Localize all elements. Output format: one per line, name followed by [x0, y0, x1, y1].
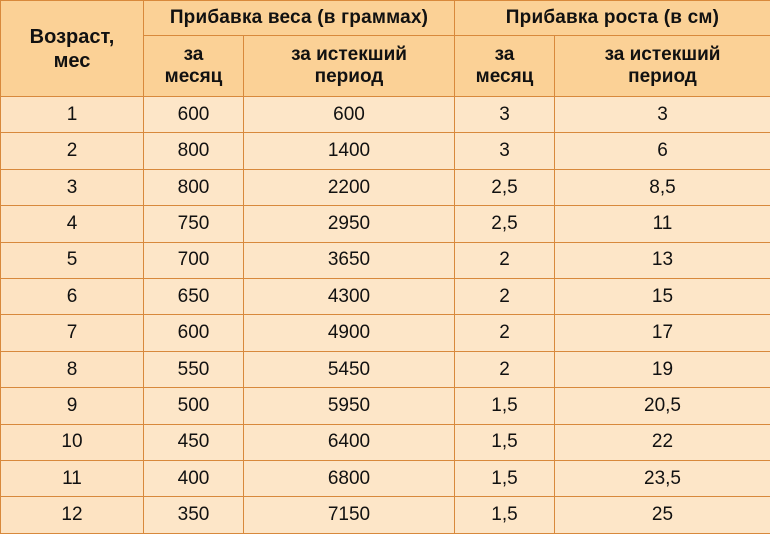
height-total-cell: 11	[554, 205, 770, 243]
weight-total-cell: 5450	[243, 350, 455, 389]
height-total-cell: 20,5	[554, 387, 770, 425]
height-month-cell: 2,5	[454, 205, 555, 243]
height-total-cell: 15	[554, 278, 770, 316]
height-total-cell: 3	[554, 95, 770, 134]
age-cell: 6	[0, 278, 144, 316]
weight-total-cell: 2200	[243, 168, 455, 207]
weight-total-header-line-2: период	[314, 66, 384, 87]
weight-month-cell: 600	[143, 95, 244, 134]
weight-month-cell: 500	[143, 387, 244, 425]
age-header-line-1: Возраст,	[29, 25, 115, 48]
height-total-cell: 22	[554, 423, 770, 462]
age-cell: 1	[0, 95, 144, 134]
table-row: 5 700 3650 2 13	[0, 241, 770, 280]
table-row: 6 650 4300 2 15	[0, 278, 770, 316]
weight-month-cell: 550	[143, 350, 244, 389]
age-header-line-2: мес	[53, 49, 91, 72]
table-row: 10 450 6400 1,5 22	[0, 423, 770, 462]
height-month-cell: 2	[454, 314, 555, 352]
height-total-header-line-2: период	[628, 66, 697, 87]
table-row: 9 500 5950 1,5 20,5	[0, 387, 770, 425]
weight-total-cell: 5950	[243, 387, 455, 425]
age-cell: 2	[0, 132, 144, 170]
table-row: 3 800 2200 2,5 8,5	[0, 168, 770, 207]
weight-month-cell: 800	[143, 168, 244, 207]
height-month-cell: 1,5	[454, 387, 555, 425]
height-month-header-line-1: за	[494, 44, 515, 65]
table-row: 1 600 600 3 3	[0, 95, 770, 134]
age-cell: 10	[0, 423, 144, 462]
weight-month-cell: 350	[143, 496, 244, 534]
weight-month-header: за месяц	[143, 35, 244, 97]
height-month-cell: 3	[454, 132, 555, 170]
weight-total-cell: 4900	[243, 314, 455, 352]
weight-total-cell: 6400	[243, 423, 455, 462]
table-row: 12 350 7150 1,5 25	[0, 496, 770, 534]
weight-total-cell: 600	[243, 95, 455, 134]
age-cell: 3	[0, 168, 144, 207]
weight-total-cell: 6800	[243, 460, 455, 498]
header-row-groups: Возраст, мес Прибавка веса (в граммах) П…	[0, 0, 770, 97]
weight-month-header-line-2: месяц	[164, 66, 223, 87]
table-body: 1 600 600 3 3 2 800 1400 3 6 3 800 2200 …	[0, 95, 770, 534]
height-month-cell: 3	[454, 95, 555, 134]
weight-month-cell: 700	[143, 241, 244, 280]
age-cell: 7	[0, 314, 144, 352]
weight-total-header: за истекший период	[243, 35, 455, 97]
age-cell: 5	[0, 241, 144, 280]
age-cell: 4	[0, 205, 144, 243]
weight-month-cell: 600	[143, 314, 244, 352]
weight-total-cell: 7150	[243, 496, 455, 534]
weight-month-cell: 450	[143, 423, 244, 462]
table-row: 7 600 4900 2 17	[0, 314, 770, 352]
age-cell: 8	[0, 350, 144, 389]
weight-month-cell: 650	[143, 278, 244, 316]
weight-group-header: Прибавка веса (в граммах)	[143, 0, 455, 36]
weight-total-header-line-1: за истекший	[291, 44, 407, 65]
height-total-cell: 6	[554, 132, 770, 170]
height-month-cell: 2	[454, 241, 555, 280]
table-row: 2 800 1400 3 6	[0, 132, 770, 170]
weight-total-cell: 3650	[243, 241, 455, 280]
weight-total-cell: 4300	[243, 278, 455, 316]
age-column-header: Возраст, мес	[0, 0, 144, 97]
weight-month-cell: 750	[143, 205, 244, 243]
height-total-cell: 25	[554, 496, 770, 534]
height-month-header-line-2: месяц	[475, 66, 534, 87]
table-row: 11 400 6800 1,5 23,5	[0, 460, 770, 498]
weight-month-cell: 400	[143, 460, 244, 498]
height-total-cell: 17	[554, 314, 770, 352]
height-month-header: за месяц	[454, 35, 555, 97]
height-total-cell: 13	[554, 241, 770, 280]
height-total-cell: 19	[554, 350, 770, 389]
table-row: 8 550 5450 2 19	[0, 350, 770, 389]
height-total-cell: 23,5	[554, 460, 770, 498]
weight-total-cell: 2950	[243, 205, 455, 243]
header-row-subcolumns: за месяц за истекший период за месяц за …	[1, 35, 770, 97]
table-header: Возраст, мес Прибавка веса (в граммах) П…	[0, 0, 770, 97]
height-total-cell: 8,5	[554, 168, 770, 207]
height-month-cell: 2	[454, 350, 555, 389]
height-total-header-line-1: за истекший	[604, 44, 721, 65]
height-month-cell: 1,5	[454, 423, 555, 462]
weight-month-cell: 800	[143, 132, 244, 170]
height-group-header: Прибавка роста (в см)	[454, 0, 770, 36]
height-month-cell: 1,5	[454, 460, 555, 498]
age-cell: 12	[0, 496, 144, 534]
height-total-header: за истекший период	[554, 35, 770, 97]
table-row: 4 750 2950 2,5 11	[0, 205, 770, 243]
age-cell: 11	[0, 460, 144, 498]
height-month-cell: 1,5	[454, 496, 555, 534]
weight-month-header-line-1: за	[183, 44, 204, 65]
weight-total-cell: 1400	[243, 132, 455, 170]
height-month-cell: 2	[454, 278, 555, 316]
height-month-cell: 2,5	[454, 168, 555, 207]
age-cell: 9	[0, 387, 144, 425]
